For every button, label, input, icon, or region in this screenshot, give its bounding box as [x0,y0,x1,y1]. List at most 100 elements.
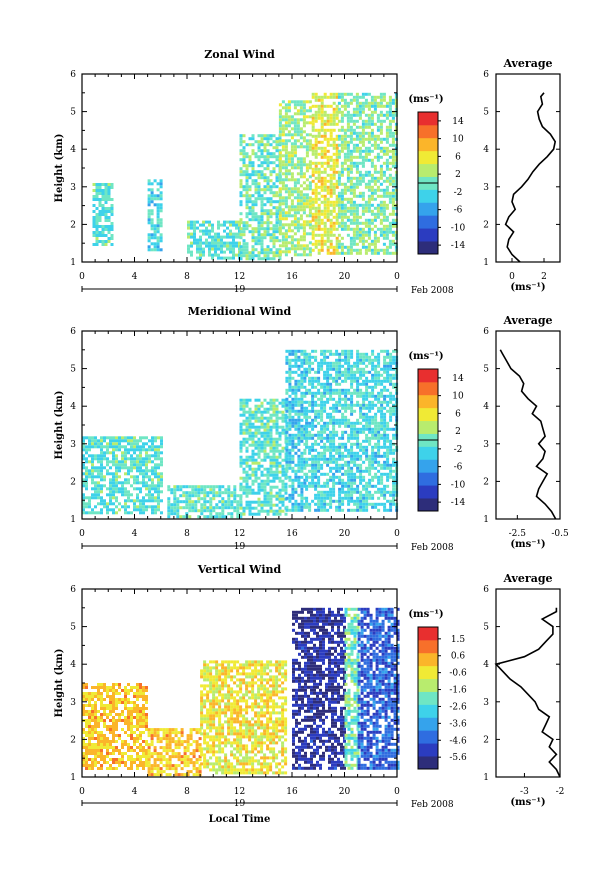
heatmap-cell [377,353,380,356]
heatmap-cell [309,208,312,211]
heatmap-cell [270,197,273,200]
heatmap-cell [362,428,365,431]
heatmap-cell [243,402,246,405]
heatmap-cell [320,425,323,428]
heatmap-cell [338,404,341,407]
heatmap-cell [202,230,205,233]
heatmap-cell [279,229,282,232]
heatmap-cell [246,465,249,468]
heatmap-cell [305,440,308,443]
heatmap-cell [93,243,96,246]
heatmap-cell [297,458,300,461]
heatmap-cell [347,392,350,395]
heatmap-cell [148,203,151,206]
heatmap-cell [261,161,264,164]
heatmap-cell [282,106,285,109]
heatmap-cell [312,207,315,210]
heatmap-cell [291,238,294,241]
heatmap-cell [285,238,288,241]
heatmap-cell [182,485,185,488]
heatmap-cell [311,350,314,353]
heatmap-cell [264,447,267,450]
heatmap-cell [353,195,356,198]
heatmap-cell [243,134,246,137]
heatmap-cell [359,102,362,105]
heatmap-cell [350,177,353,180]
heatmap-cell [261,233,264,236]
heatmap-cell [258,230,261,233]
heatmap-cell [323,494,326,497]
heatmap-cell [326,350,329,353]
heatmap-cell [315,96,318,99]
heatmap-cell [327,165,330,168]
heatmap-cell [315,105,318,108]
heatmap-cell [326,458,329,461]
heatmap-cell [200,506,203,509]
heatmap-cell [255,414,258,417]
heatmap-cell [154,496,157,499]
heatmap-cell [276,155,279,158]
heatmap-cell [291,398,294,401]
heatmap-cell [344,135,347,138]
heatmap-cell [85,502,88,505]
heatmap-cell [105,243,108,246]
heatmap-cell [350,377,353,380]
heatmap-cell [255,236,258,239]
heatmap-cell [211,239,214,242]
heatmap-cell [359,404,362,407]
heatmap-cell [362,132,365,135]
heatmap-cell [145,457,148,460]
heatmap-cell [383,213,386,216]
heatmap-cell [374,383,377,386]
heatmap-cell [270,486,273,489]
heatmap-cell [350,383,353,386]
heatmap-cell [326,380,329,383]
heatmap-cell [311,422,314,425]
heatmap-cell [288,467,291,470]
heatmap-cell [276,230,279,233]
heatmap-cell [386,147,389,150]
heatmap-cell [332,482,335,485]
heatmap-cell [362,213,365,216]
heatmap-cell [359,395,362,398]
heatmap-cell [341,458,344,461]
heatmap-cell [323,503,326,506]
heatmap-cell [294,446,297,449]
heatmap-cell [371,422,374,425]
heatmap-cell [297,374,300,377]
heatmap-cell [276,417,279,420]
heatmap-cell [267,230,270,233]
heatmap-cell [130,499,133,502]
heatmap-cell [279,498,282,501]
heatmap-cell [371,243,374,246]
heatmap-cell [279,492,282,495]
heatmap-cell [109,490,112,493]
heatmap-cell [344,132,347,135]
y-tick-label: 4 [70,402,76,412]
heatmap-cell [96,198,99,201]
heatmap-cell [279,139,282,142]
heatmap-cell [100,511,103,514]
heatmap-cell [279,456,282,459]
heatmap-cell [312,201,315,204]
heatmap-cell [276,450,279,453]
heatmap-cell [106,508,109,511]
heatmap-cell [347,407,350,410]
heatmap-cell [383,425,386,428]
heatmap-cell [321,111,324,114]
heatmap-cell [332,425,335,428]
heatmap-cell [288,109,291,112]
heatmap-cell [365,386,368,389]
heatmap-cell [279,109,282,112]
heatmap-cell [314,356,317,359]
heatmap-cell [330,177,333,180]
heatmap-cell [386,440,389,443]
heatmap-cell [294,226,297,229]
heatmap-cell [118,442,121,445]
heatmap-cell [94,439,97,442]
heatmap-cell [338,506,341,509]
heatmap-cell [392,374,395,377]
heatmap-cell [226,248,229,251]
heatmap-cell [356,446,359,449]
heatmap-cell [326,461,329,464]
